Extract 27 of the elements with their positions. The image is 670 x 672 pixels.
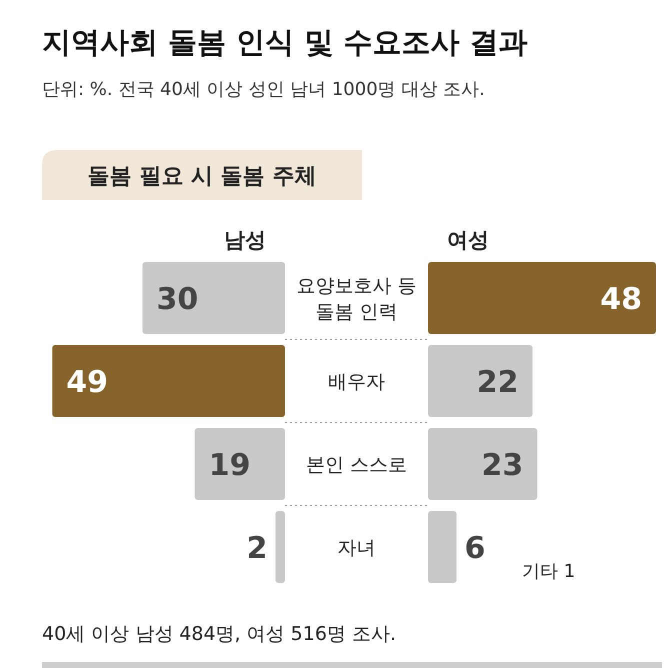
data-label: 22 (476, 365, 518, 400)
text: 40세 이상 남성 484명, 여성 516명 조사. (42, 623, 396, 645)
data-label: 19 (208, 448, 250, 483)
chart-subtitle: 단위: %. 전국 40세 이상 성인 남녀 1000명 대상 조사. (42, 79, 485, 100)
series-label: 여성 (447, 228, 489, 252)
bar (428, 511, 456, 583)
data-label: 48 (600, 282, 642, 317)
bar (428, 428, 538, 500)
series-label: 남성 (224, 228, 266, 252)
bar (428, 262, 656, 334)
bar (428, 345, 532, 417)
data-label: 30 (156, 282, 198, 317)
data-label: 2 (246, 531, 268, 566)
bar (52, 345, 285, 417)
data-label: 49 (66, 365, 108, 400)
data-label: 6 (464, 531, 486, 566)
y-tick-label: 자녀 (338, 537, 376, 559)
annotation: 기타 1 (522, 561, 576, 582)
data-label: 23 (482, 448, 524, 483)
bar (276, 511, 285, 583)
bar (194, 428, 285, 500)
y-tick-label: 본인 스스로 (306, 454, 408, 476)
chart-title: 지역사회 돌봄 인식 및 수요조사 결과 (42, 25, 528, 59)
y-tick-label: 배우자 (328, 371, 385, 393)
text: 돌봄 필요 시 돌봄 주체 (88, 164, 316, 189)
bar (142, 262, 285, 334)
y-tick-label: 요양보호사 등 돌봄 인력 (296, 275, 417, 323)
